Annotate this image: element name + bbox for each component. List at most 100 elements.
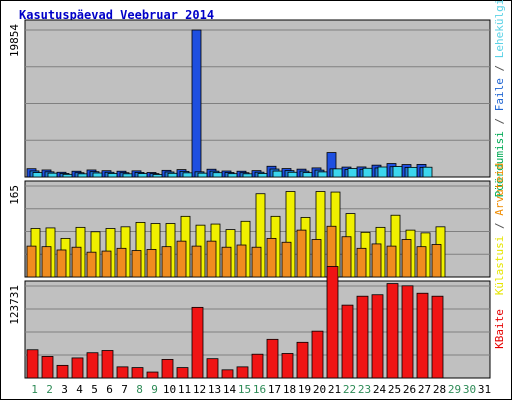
bar-bottom-1-day-6 [101,350,114,379]
bar-bottom-1-day-8 [131,367,144,379]
day-label-11: 11 [178,383,191,396]
bar-bottom-1-day-4 [71,357,84,379]
x-axis-labels: 1 2 3 4 5 6 7 8 9 10 11 12 13 14 15 16 17 18 19 20 21 22 23 24 2… [31,383,491,396]
day-label-8: 8 [136,383,143,396]
day-label-9: 9 [151,383,158,396]
day-label-15: 15 [238,383,251,396]
day-label-31: 31 [478,383,491,396]
day-label-23: 23 [358,383,371,396]
day-label-21: 21 [328,383,341,396]
bar-top-3-day-25 [392,166,403,178]
day-label-3: 3 [61,383,68,396]
bar-middle-2-day-26 [401,239,412,278]
bar-middle-2-day-4 [71,246,82,278]
day-label-20: 20 [313,383,326,396]
day-label-13: 13 [208,383,221,396]
day-label-16: 16 [253,383,266,396]
bar-middle-2-day-12 [191,245,202,278]
bar-top-3-day-16 [257,173,268,178]
bar-middle-2-day-5 [86,251,97,278]
bar-bottom-1-day-12 [191,306,204,379]
bar-top-3-day-17 [272,170,283,178]
panel-top: 19854 Pöördumisi / Faile / Lehekülgi [8,0,506,197]
bar-middle-2-day-14 [221,246,232,278]
bar-bottom-1-day-21 [326,266,339,379]
bar-top-3-day-4 [77,173,88,178]
bar-middle-2-day-3 [56,249,67,278]
bar-middle-2-day-25 [386,245,397,278]
bar-top-3-day-27 [422,166,433,178]
bar-bottom-1-day-26 [401,285,414,379]
legend-item: KBaite [493,309,506,349]
bar-bottom-1-day-11 [176,367,189,379]
day-label-18: 18 [283,383,296,396]
bar-middle-2-day-22 [341,236,352,278]
bar-bottom-1-day-13 [206,358,219,379]
bar-middle-2-day-27 [416,246,427,278]
day-label-12: 12 [193,383,206,396]
bar-middle-2-day-23 [356,247,367,278]
legend-item: Pöördumisi [493,131,506,197]
legend-item: Faile [493,78,506,111]
day-label-4: 4 [76,383,83,396]
bar-bottom-1-day-18 [281,353,294,379]
bar-middle-2-day-7 [116,247,127,278]
bar-top-3-day-15 [242,173,253,178]
bar-bottom-1-day-5 [86,352,99,379]
bar-top-3-day-18 [287,171,298,178]
day-label-30: 30 [463,383,476,396]
bar-middle-2-day-24 [371,243,382,278]
bar-top-3-day-7 [122,173,133,178]
bar-bottom-1-day-19 [296,341,309,379]
bar-bottom-1-day-24 [371,294,384,379]
legend-item: Lehekülgi [493,0,506,58]
day-label-26: 26 [403,383,416,396]
day-label-24: 24 [373,383,387,396]
day-label-5: 5 [91,383,98,396]
bar-top-3-day-1 [32,172,43,178]
y-max-label: 165 [8,185,21,205]
bar-top-3-day-12 [197,172,208,178]
day-label-29: 29 [448,383,461,396]
bar-top-3-day-19 [302,172,313,178]
panel-middle: 165 Külastusi / Arvuteid [8,163,506,295]
bar-middle-2-day-13 [206,240,217,278]
legend-item: Külastusi [493,236,506,296]
bar-top-3-day-13 [212,172,223,178]
day-label-27: 27 [418,383,431,396]
bar-top-3-day-11 [182,172,193,178]
bar-bottom-1-day-23 [356,295,369,379]
day-label-17: 17 [268,383,281,396]
day-label-25: 25 [388,383,401,396]
bar-bottom-1-day-3 [56,364,69,379]
bar-bottom-1-day-2 [41,356,54,379]
bar-bottom-1-day-9 [146,371,159,379]
day-label-28: 28 [433,383,446,396]
bar-middle-2-day-8 [131,250,142,278]
day-label-1: 1 [31,383,38,396]
bar-bottom-1-day-28 [431,295,444,379]
legend-bottom: KBaite [493,309,506,349]
bar-top-3-day-5 [92,172,103,178]
day-label-22: 22 [343,383,356,396]
legend-item: / [493,216,506,236]
bar-top-3-day-2 [47,172,58,178]
bar-middle-2-day-20 [311,239,322,278]
panel-background [24,19,491,178]
bar-top-3-day-24 [377,166,388,178]
bar-bottom-1-day-15 [236,366,249,379]
bar-bottom-1-day-20 [311,330,324,379]
bar-middle-2-day-2 [41,246,52,278]
bar-middle-2-day-11 [176,240,187,278]
legend-middle: Külastusi / Arvuteid [493,163,506,295]
bar-top-3-day-9 [152,174,163,178]
bar-bottom-1-day-10 [161,359,174,379]
bar-middle-2-day-17 [266,237,277,278]
bar-bottom-1-day-27 [416,292,429,379]
page-title: Kasutuspäevad Veebruar 2014 [19,8,215,22]
bar-middle-2-day-1 [26,245,37,278]
bar-middle-2-day-9 [146,249,157,278]
bar-bottom-1-day-7 [116,366,129,379]
day-label-6: 6 [106,383,113,396]
